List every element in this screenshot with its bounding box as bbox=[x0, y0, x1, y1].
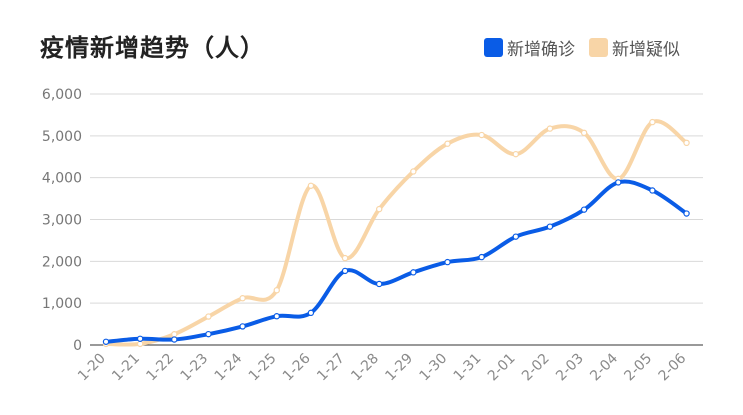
data-point-suspected bbox=[239, 295, 246, 302]
y-tick-label: 0 bbox=[73, 338, 82, 354]
data-point-suspected bbox=[410, 168, 417, 175]
data-point-confirmed bbox=[580, 206, 588, 213]
data-point-confirmed bbox=[546, 223, 554, 230]
y-tick-label: 1,000 bbox=[42, 296, 82, 312]
x-tick-label: 1-22 bbox=[143, 351, 177, 385]
data-point-confirmed bbox=[649, 187, 656, 194]
x-tick-label: 1-30 bbox=[417, 351, 451, 385]
data-point-suspected bbox=[546, 125, 554, 132]
x-tick-label: 2-02 bbox=[519, 351, 553, 385]
data-point-confirmed bbox=[444, 258, 451, 266]
y-tick-label: 5,000 bbox=[42, 129, 82, 145]
chart-title: 疫情新增趋势（人） bbox=[40, 34, 265, 62]
data-point-confirmed bbox=[171, 336, 178, 343]
data-point-confirmed bbox=[615, 179, 622, 186]
data-point-confirmed bbox=[102, 338, 110, 345]
data-point-suspected bbox=[512, 150, 520, 158]
data-point-suspected bbox=[171, 331, 178, 338]
data-point-suspected bbox=[683, 139, 690, 147]
x-tick-label: 1-25 bbox=[246, 351, 280, 385]
data-point-confirmed bbox=[376, 280, 383, 288]
data-point-confirmed bbox=[205, 330, 212, 338]
data-point-suspected bbox=[136, 340, 144, 348]
y-tick-label: 3,000 bbox=[42, 213, 82, 229]
x-tick-label: 1-20 bbox=[75, 351, 109, 385]
x-tick-label: 1-23 bbox=[177, 351, 211, 385]
data-point-confirmed bbox=[683, 210, 690, 217]
x-tick-label: 2-03 bbox=[553, 351, 587, 385]
x-tick-label: 2-01 bbox=[485, 351, 519, 385]
y-tick-label: 6,000 bbox=[42, 87, 82, 103]
x-tick-label: 1-21 bbox=[109, 351, 143, 385]
data-point-confirmed bbox=[273, 313, 280, 320]
legend-label-suspected: 新增疑似 bbox=[612, 40, 680, 60]
data-point-suspected bbox=[205, 313, 212, 320]
x-tick-label: 1-24 bbox=[212, 350, 246, 384]
series-line-suspected bbox=[104, 119, 689, 347]
x-tick-label: 1-29 bbox=[382, 351, 416, 385]
data-point-confirmed bbox=[478, 253, 485, 261]
legend-item-suspected[interactable]: 新增疑似 bbox=[589, 35, 680, 60]
x-tick-label: 1-27 bbox=[314, 351, 348, 385]
x-tick-label: 1-28 bbox=[348, 351, 382, 385]
legend-swatch-suspected bbox=[589, 38, 608, 57]
x-tick-label: 2-06 bbox=[656, 350, 690, 384]
data-point-confirmed bbox=[410, 269, 417, 276]
data-point-confirmed bbox=[341, 267, 349, 275]
legend-swatch-confirmed bbox=[484, 38, 503, 57]
x-tick-label: 1-31 bbox=[451, 351, 485, 385]
data-point-suspected bbox=[580, 129, 588, 137]
legend: 新增确诊 新增疑似 bbox=[484, 35, 680, 60]
y-tick-label: 2,000 bbox=[42, 254, 82, 270]
y-tick-label: 4,000 bbox=[42, 171, 82, 187]
data-point-suspected bbox=[478, 131, 485, 139]
data-point-confirmed bbox=[307, 309, 315, 317]
data-point-suspected bbox=[376, 205, 383, 213]
data-point-suspected bbox=[649, 118, 656, 126]
data-point-confirmed bbox=[239, 323, 246, 330]
x-tick-label: 1-26 bbox=[280, 350, 314, 384]
x-tick-label: 2-04 bbox=[587, 350, 621, 384]
data-point-suspected bbox=[341, 254, 349, 262]
data-point-suspected bbox=[273, 287, 280, 294]
legend-item-confirmed[interactable]: 新增确诊 bbox=[484, 35, 575, 60]
x-tick-label: 2-05 bbox=[621, 351, 655, 385]
data-point-suspected bbox=[444, 140, 451, 147]
data-point-confirmed bbox=[136, 335, 144, 342]
legend-label-confirmed: 新增确诊 bbox=[507, 40, 575, 60]
data-point-confirmed bbox=[512, 233, 520, 240]
data-point-suspected bbox=[307, 182, 315, 189]
